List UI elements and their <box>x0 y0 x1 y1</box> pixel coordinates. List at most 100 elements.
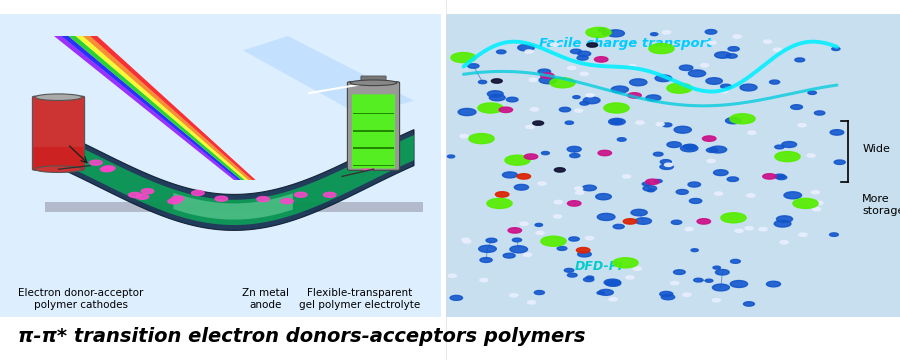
Circle shape <box>780 240 788 244</box>
Circle shape <box>735 229 743 232</box>
Circle shape <box>834 160 845 165</box>
Circle shape <box>586 27 611 37</box>
Circle shape <box>609 298 617 301</box>
Circle shape <box>460 135 468 138</box>
Circle shape <box>167 199 180 204</box>
Circle shape <box>294 192 307 197</box>
Circle shape <box>524 253 532 256</box>
Circle shape <box>598 289 613 295</box>
FancyBboxPatch shape <box>347 82 400 170</box>
Polygon shape <box>90 36 256 180</box>
Circle shape <box>520 222 528 225</box>
Circle shape <box>539 77 557 84</box>
Text: π-π* transition electron donors-acceptors polymers: π-π* transition electron donors-acceptor… <box>18 327 586 346</box>
Text: Wide: Wide <box>862 144 890 154</box>
Circle shape <box>554 168 565 172</box>
Circle shape <box>623 219 637 224</box>
Circle shape <box>671 220 681 224</box>
Circle shape <box>793 198 818 208</box>
Circle shape <box>747 194 755 197</box>
Circle shape <box>720 90 728 93</box>
Circle shape <box>490 94 505 101</box>
Circle shape <box>565 121 573 125</box>
Circle shape <box>688 182 700 187</box>
Polygon shape <box>243 36 414 115</box>
Circle shape <box>674 126 691 133</box>
Circle shape <box>580 72 589 76</box>
Circle shape <box>680 145 698 152</box>
Circle shape <box>628 93 641 98</box>
Circle shape <box>586 276 594 279</box>
Text: Zn metal
anode: Zn metal anode <box>242 288 289 310</box>
Circle shape <box>691 249 698 252</box>
Circle shape <box>689 198 702 203</box>
Circle shape <box>673 270 685 274</box>
Circle shape <box>596 194 611 200</box>
Circle shape <box>784 192 802 199</box>
Circle shape <box>683 293 691 296</box>
Circle shape <box>525 50 533 53</box>
Circle shape <box>634 267 642 270</box>
Circle shape <box>730 114 755 124</box>
Circle shape <box>705 279 713 282</box>
Circle shape <box>103 166 115 171</box>
Circle shape <box>664 163 672 166</box>
Circle shape <box>536 231 544 235</box>
Circle shape <box>462 238 470 242</box>
Circle shape <box>533 121 544 125</box>
Circle shape <box>706 78 723 84</box>
Circle shape <box>694 278 703 282</box>
Circle shape <box>141 189 154 194</box>
Circle shape <box>577 56 589 60</box>
Circle shape <box>643 182 651 186</box>
Circle shape <box>775 152 800 162</box>
Circle shape <box>505 155 530 165</box>
Circle shape <box>667 142 681 148</box>
Circle shape <box>617 138 626 141</box>
Circle shape <box>554 201 562 204</box>
Circle shape <box>540 73 554 78</box>
Circle shape <box>572 96 580 99</box>
Circle shape <box>448 274 456 278</box>
Circle shape <box>777 216 793 222</box>
Circle shape <box>685 228 693 231</box>
Circle shape <box>554 215 562 218</box>
Circle shape <box>578 51 590 57</box>
Circle shape <box>767 281 780 287</box>
Circle shape <box>725 118 741 124</box>
Circle shape <box>480 279 488 282</box>
Circle shape <box>654 180 662 183</box>
Polygon shape <box>54 36 238 180</box>
Circle shape <box>518 44 535 51</box>
Circle shape <box>628 65 636 68</box>
Circle shape <box>715 192 723 195</box>
Circle shape <box>557 247 567 251</box>
Polygon shape <box>54 135 414 225</box>
Circle shape <box>530 108 538 111</box>
Circle shape <box>578 251 591 257</box>
Circle shape <box>101 167 113 172</box>
Circle shape <box>745 227 753 230</box>
Circle shape <box>468 64 479 68</box>
Text: DFD-PI: DFD-PI <box>574 260 623 273</box>
Circle shape <box>136 194 149 199</box>
Circle shape <box>655 75 671 82</box>
Circle shape <box>680 65 693 71</box>
Circle shape <box>730 280 748 288</box>
Circle shape <box>362 165 374 170</box>
Circle shape <box>667 83 692 93</box>
Circle shape <box>500 107 513 112</box>
Circle shape <box>171 196 184 201</box>
Circle shape <box>567 273 577 277</box>
Circle shape <box>643 186 657 191</box>
Bar <box>353 113 394 114</box>
Circle shape <box>774 220 791 227</box>
Circle shape <box>598 28 607 32</box>
Circle shape <box>450 296 463 300</box>
Text: Electron donor-acceptor
polymer cathodes: Electron donor-acceptor polymer cathodes <box>18 288 144 310</box>
Circle shape <box>733 35 741 38</box>
Circle shape <box>814 111 825 115</box>
Circle shape <box>510 246 527 253</box>
Text: More
storages: More storages <box>862 194 900 216</box>
Circle shape <box>706 148 717 152</box>
